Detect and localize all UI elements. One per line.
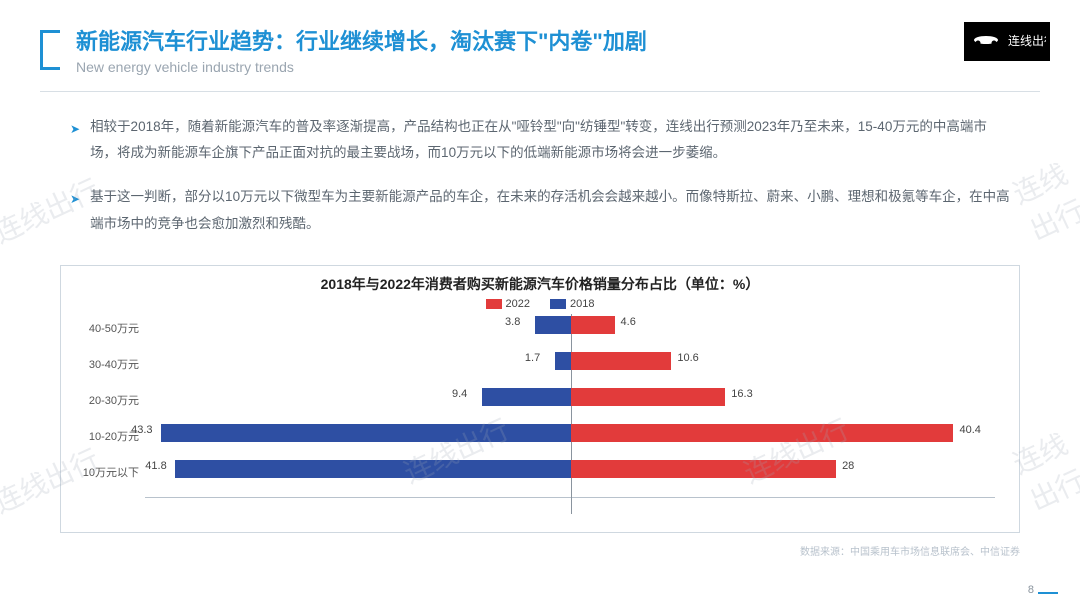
logo-text: 连线出行: [1008, 33, 1046, 48]
bar-2018: [482, 388, 571, 406]
bar-2022: [571, 460, 836, 478]
bullet-icon: ➤: [70, 188, 80, 211]
bar-2018: [161, 424, 571, 442]
legend-swatch-icon: [550, 299, 566, 309]
value-label-2022: 28: [842, 460, 854, 472]
category-label: 10-20万元: [75, 428, 139, 444]
value-label-2022: 40.4: [959, 424, 980, 436]
bullet-icon: ➤: [70, 118, 80, 141]
page-subtitle: New energy vehicle industry trends: [76, 59, 647, 75]
bar-2022: [571, 352, 671, 370]
bar-2018: [555, 352, 571, 370]
legend-label: 2022: [506, 298, 530, 310]
bar-2022: [571, 388, 725, 406]
value-label-2018: 1.7: [525, 352, 540, 364]
bar-2018: [535, 316, 571, 334]
bar-2022: [571, 316, 615, 334]
category-label: 30-40万元: [75, 356, 139, 372]
page-title: 新能源汽车行业趋势：行业继续增长，淘汰赛下"内卷"加剧: [76, 28, 647, 57]
value-label-2022: 10.6: [677, 352, 698, 364]
data-source: 数据来源：中国乘用车市场信息联席会、中信证券: [0, 533, 1080, 558]
body-text: ➤ 相较于2018年，随着新能源汽车的普及率逐渐提高，产品结构也正在从"哑铃型"…: [0, 92, 1080, 265]
bar-2018: [175, 460, 571, 478]
category-label: 40-50万元: [75, 320, 139, 336]
title-row: 新能源汽车行业趋势：行业继续增长，淘汰赛下"内卷"加剧 New energy v…: [40, 28, 1040, 75]
para-text: 相较于2018年，随着新能源汽车的普及率逐渐提高，产品结构也正在从"哑铃型"向"…: [90, 114, 1010, 167]
legend-label: 2018: [570, 298, 594, 310]
chart-plot: 40-50万元 3.8 4.6 30-40万元 1.7 10.6 20-30万元 9.4 16.…: [75, 314, 1005, 514]
x-axis-line: [145, 497, 995, 498]
chart-center-axis: [571, 314, 572, 514]
page-number: 8: [1028, 584, 1034, 596]
bullet-para: ➤ 基于这一判断，部分以10万元以下微型车为主要新能源产品的车企，在未来的存活机…: [70, 184, 1010, 237]
header: 新能源汽车行业趋势：行业继续增长，淘汰赛下"内卷"加剧 New energy v…: [0, 0, 1080, 85]
chart-legend: 2022 2018: [75, 298, 1005, 310]
category-label: 10万元以下: [75, 464, 139, 480]
legend-item: 2018: [550, 298, 594, 310]
bar-2022: [571, 424, 953, 442]
value-label-2018: 9.4: [452, 388, 467, 400]
value-label-2022: 4.6: [621, 316, 636, 328]
category-label: 20-30万元: [75, 392, 139, 408]
brand-logo: 连线出行: [964, 22, 1050, 61]
chart-title: 2018年与2022年消费者购买新能源汽车价格销量分布占比（单位：%）: [75, 274, 1005, 294]
title-block: 新能源汽车行业趋势：行业继续增长，淘汰赛下"内卷"加剧 New energy v…: [76, 28, 647, 75]
value-label-2018: 3.8: [505, 316, 520, 328]
value-label-2018: 43.3: [131, 424, 152, 436]
chart-container: 2018年与2022年消费者购买新能源汽车价格销量分布占比（单位：%） 2022…: [60, 265, 1020, 533]
para-text: 基于这一判断，部分以10万元以下微型车为主要新能源产品的车企，在未来的存活机会会…: [90, 184, 1010, 237]
legend-swatch-icon: [486, 299, 502, 309]
legend-item: 2022: [486, 298, 530, 310]
value-label-2018: 41.8: [145, 460, 166, 472]
value-label-2022: 16.3: [731, 388, 752, 400]
bullet-para: ➤ 相较于2018年，随着新能源汽车的普及率逐渐提高，产品结构也正在从"哑铃型"…: [70, 114, 1010, 167]
corner-accent-icon: [1038, 592, 1058, 594]
title-bracket-icon: [40, 30, 60, 70]
